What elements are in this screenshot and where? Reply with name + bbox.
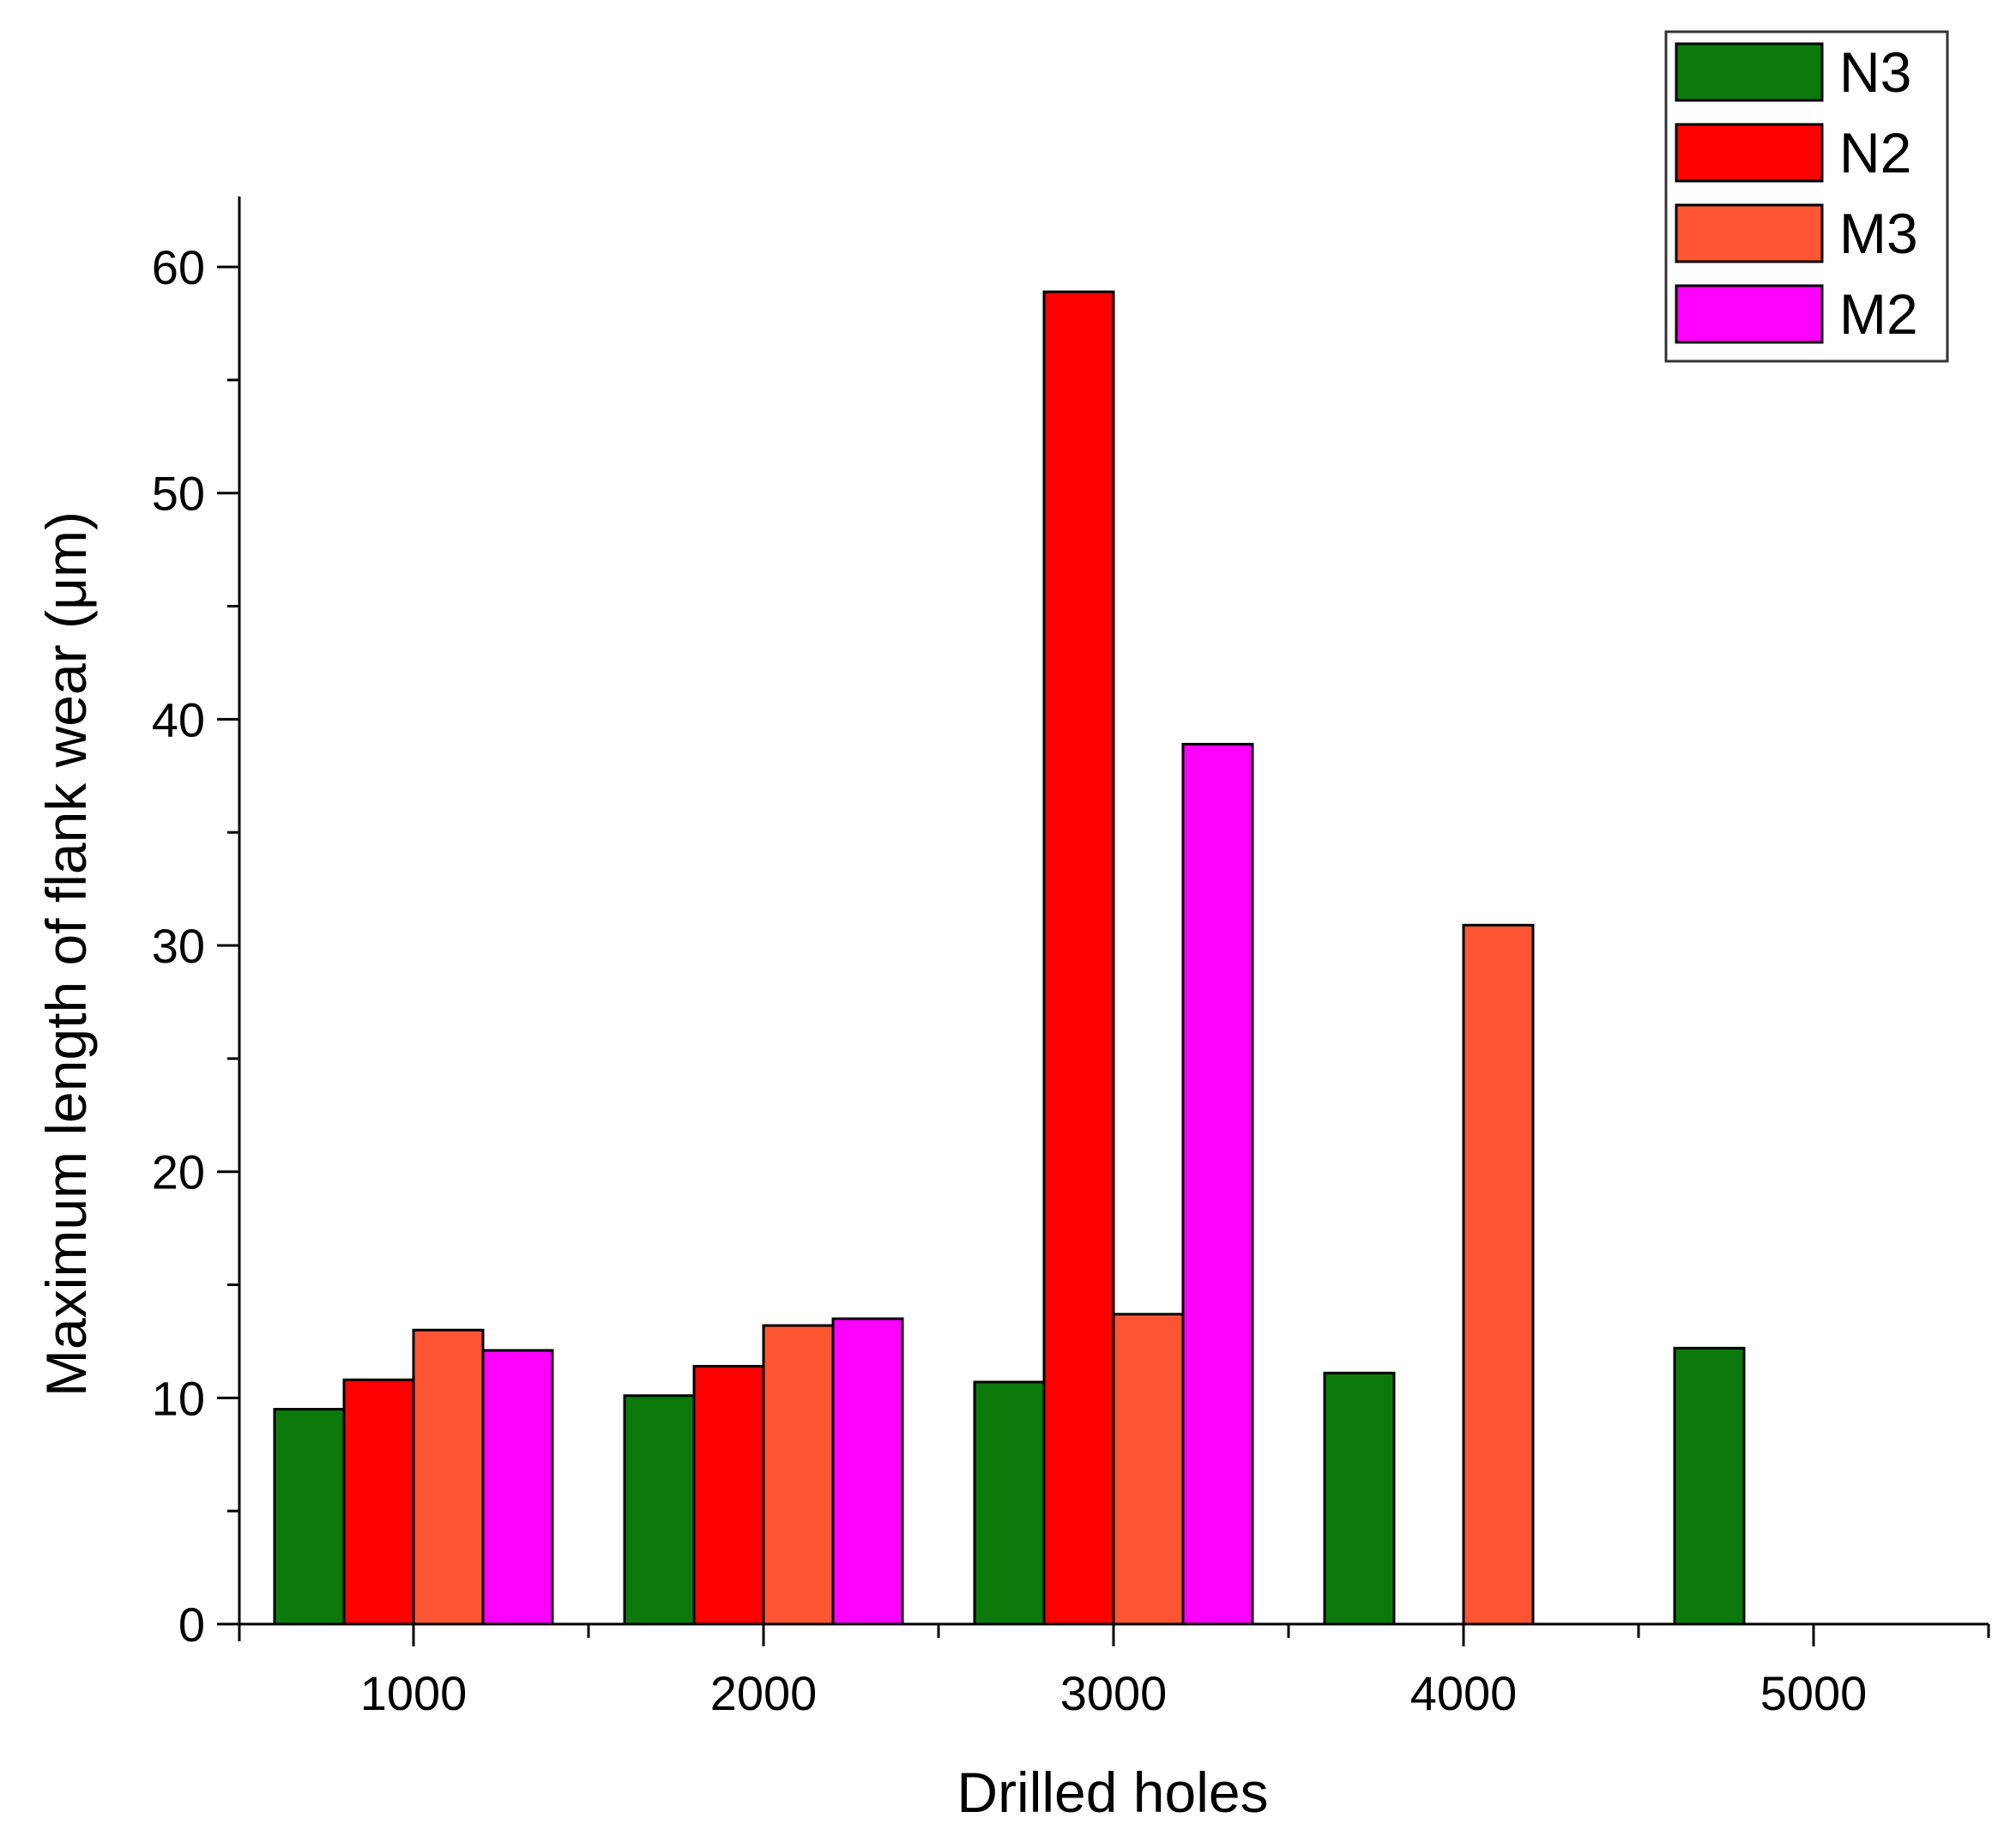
bar-n3-4000 [1323, 1371, 1396, 1626]
y-axis-title: Maximum length of flank wear (μm) [34, 511, 98, 1397]
bar-m3-3000 [1112, 1313, 1185, 1626]
y-tick-label: 40 [152, 692, 205, 746]
legend-swatch-n2 [1675, 123, 1824, 183]
y-tick-label: 30 [152, 919, 205, 973]
legend-label-m3: M3 [1839, 202, 1918, 265]
y-tick-label: 10 [152, 1371, 205, 1425]
y-tick-label: 50 [152, 467, 205, 521]
bar-m2-3000 [1181, 742, 1254, 1626]
x-tick-label: 2000 [710, 1666, 818, 1720]
bar-m3-1000 [412, 1328, 485, 1626]
x-tick-label: 5000 [1760, 1666, 1868, 1720]
y-tick-label: 0 [178, 1597, 205, 1652]
x-tick-label: 3000 [1060, 1666, 1168, 1720]
x-tick-label: 4000 [1410, 1666, 1518, 1720]
bar-n2-2000 [692, 1364, 765, 1626]
bar-m2-1000 [481, 1349, 554, 1626]
bar-n3-3000 [973, 1380, 1046, 1626]
bar-n2-1000 [342, 1378, 415, 1626]
bar-m3-2000 [762, 1324, 835, 1626]
legend: N3 N2 M3 M2 [1664, 30, 1949, 363]
legend-label-n2: N2 [1839, 121, 1911, 184]
bar-m3-4000 [1462, 923, 1535, 1626]
bar-m2-2000 [831, 1317, 904, 1626]
bar-n3-2000 [623, 1394, 696, 1626]
plot-area [273, 290, 1746, 1626]
bar-n3-1000 [273, 1408, 346, 1626]
axes: 0 10 20 30 40 50 60 1000 2000 3000 4000 5000 [152, 196, 1990, 1720]
legend-swatch-m3 [1675, 203, 1824, 263]
y-tick-label: 60 [152, 240, 205, 294]
bar-n2-3000 [1042, 290, 1115, 1626]
legend-swatch-n3 [1675, 42, 1824, 102]
y-tick-label: 20 [152, 1145, 205, 1199]
legend-swatch-m2 [1675, 284, 1824, 344]
bar-n3-5000 [1673, 1346, 1746, 1626]
x-axis-title: Drilled holes [957, 1761, 1268, 1824]
legend-label-m2: M2 [1839, 282, 1918, 346]
legend-label-n3: N3 [1839, 40, 1911, 104]
x-tick-label: 1000 [360, 1666, 468, 1720]
